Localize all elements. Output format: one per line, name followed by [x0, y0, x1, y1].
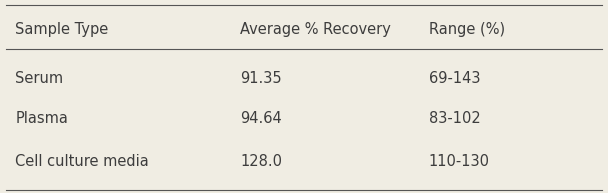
Text: 91.35: 91.35: [240, 71, 282, 86]
Text: 94.64: 94.64: [240, 111, 282, 126]
Text: Serum: Serum: [15, 71, 63, 86]
Text: Plasma: Plasma: [15, 111, 68, 126]
Text: 128.0: 128.0: [240, 154, 282, 169]
Text: 69-143: 69-143: [429, 71, 480, 86]
Text: 83-102: 83-102: [429, 111, 480, 126]
Text: Sample Type: Sample Type: [15, 22, 108, 37]
Text: Range (%): Range (%): [429, 22, 505, 37]
Text: 110-130: 110-130: [429, 154, 489, 169]
Text: Average % Recovery: Average % Recovery: [240, 22, 391, 37]
Text: Cell culture media: Cell culture media: [15, 154, 149, 169]
